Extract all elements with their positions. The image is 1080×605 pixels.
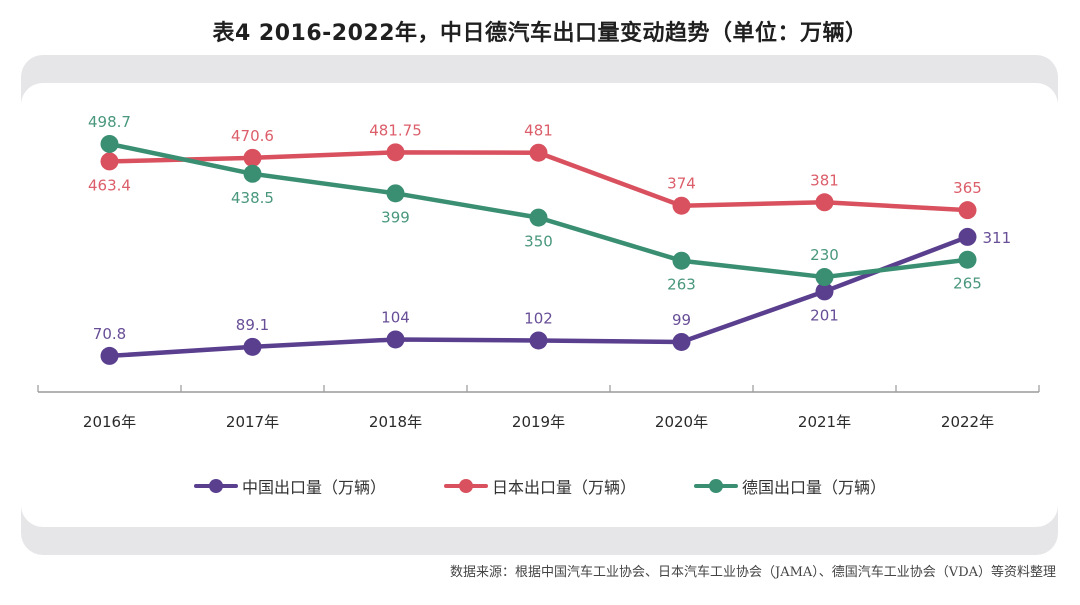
data-label-japan: 374: [667, 175, 696, 193]
chart-title: 表4 2016-2022年，中日德汽车出口量变动趋势（单位：万辆）: [212, 21, 868, 46]
data-label-china: 104: [381, 308, 410, 326]
data-point-germany[interactable]: [386, 184, 405, 203]
data-label-japan: 481.75: [369, 121, 422, 139]
data-label-germany: 498.7: [88, 113, 131, 131]
legend-label-china: 中国出口量（万辆）: [241, 478, 386, 497]
data-label-china: 89.1: [236, 316, 269, 334]
data-labels: 70.8 89.1 104 102 99 201 311 463.4 470.6 481.75 48…: [88, 113, 1011, 343]
x-tick-label: 2022年: [941, 413, 994, 431]
data-label-germany: 263: [667, 276, 696, 294]
data-point-germany[interactable]: [100, 134, 119, 153]
x-tick-label: 2019年: [512, 413, 565, 431]
legend-label-germany: 德国出口量（万辆）: [742, 478, 887, 497]
data-point-china[interactable]: [529, 331, 548, 350]
data-point-germany[interactable]: [958, 250, 977, 269]
data-label-china: 99: [672, 311, 691, 329]
data-point-germany[interactable]: [243, 164, 262, 183]
data-label-japan: 470.6: [231, 127, 274, 145]
data-point-japan[interactable]: [243, 148, 262, 167]
data-label-japan: 463.4: [88, 176, 131, 194]
data-label-china: 201: [810, 306, 839, 324]
legend: 中国出口量（万辆） 日本出口量（万辆） 德国出口量（万辆）: [0, 474, 1080, 498]
data-label-japan: 481: [524, 122, 553, 140]
data-point-japan[interactable]: [386, 143, 405, 162]
x-tick-label: 2021年: [798, 413, 851, 431]
data-point-germany[interactable]: [815, 268, 834, 287]
data-point-japan[interactable]: [815, 193, 834, 212]
data-point-china[interactable]: [100, 346, 119, 365]
data-label-germany: 230: [810, 246, 839, 264]
data-point-japan[interactable]: [529, 143, 548, 162]
data-label-germany: 350: [524, 233, 553, 251]
data-source-note: 数据来源：根据中国汽车工业协会、日本汽车工业协会（JAMA）、德国汽车工业协会（…: [450, 565, 1056, 580]
legend-item-china[interactable]: 中国出口量（万辆）: [193, 474, 386, 498]
x-tick-label: 2017年: [226, 413, 279, 431]
legend-label-japan: 日本出口量（万辆）: [491, 478, 636, 497]
data-point-china[interactable]: [672, 332, 691, 351]
data-point-japan[interactable]: [958, 201, 977, 220]
legend-marker-japan-icon: [443, 479, 488, 493]
legend-marker-china-icon: [193, 479, 238, 493]
data-label-china: 311: [983, 229, 1012, 247]
data-label-germany: 438.5: [231, 189, 274, 207]
legend-item-japan[interactable]: 日本出口量（万辆）: [443, 474, 636, 498]
x-tick-label: 2018年: [369, 413, 422, 431]
data-point-china[interactable]: [243, 337, 262, 356]
data-point-china[interactable]: [815, 282, 834, 301]
x-tick-label: 2020年: [655, 413, 708, 431]
data-label-japan: 381: [810, 171, 839, 189]
x-axis: 2016年 2017年 2018年 2019年 2020年 2021年 2022年: [37, 385, 1040, 431]
legend-marker-germany-icon: [694, 479, 738, 493]
data-point-japan[interactable]: [672, 196, 691, 215]
x-tick-label: 2016年: [83, 413, 136, 431]
data-point-germany[interactable]: [529, 208, 548, 227]
data-point-germany[interactable]: [672, 251, 691, 270]
data-label-germany: 265: [953, 275, 982, 293]
data-label-china: 102: [524, 309, 553, 327]
data-label-china: 70.8: [93, 325, 126, 343]
legend-item-germany[interactable]: 德国出口量（万辆）: [694, 474, 886, 498]
series-points: [100, 134, 977, 365]
data-point-japan[interactable]: [100, 152, 119, 171]
data-point-china[interactable]: [386, 330, 405, 349]
data-label-japan: 365: [953, 179, 982, 197]
data-point-china[interactable]: [958, 227, 977, 246]
data-label-germany: 399: [381, 208, 410, 226]
